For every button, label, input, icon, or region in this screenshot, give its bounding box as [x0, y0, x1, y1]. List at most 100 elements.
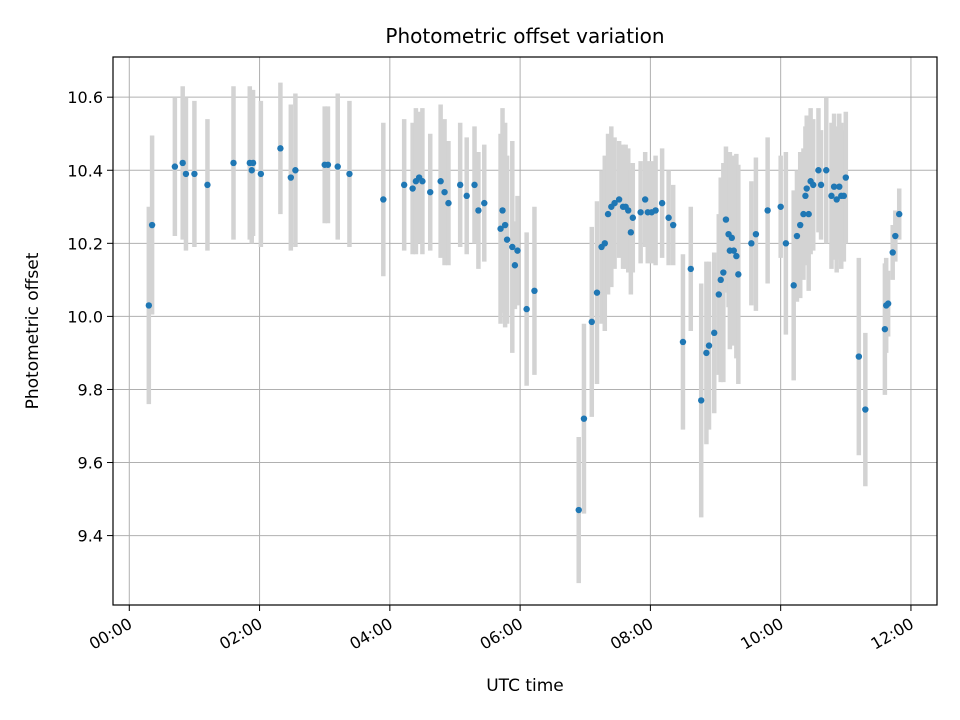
data-point [803, 185, 810, 192]
y-axis-label: Photometric offset [23, 252, 43, 409]
data-point [800, 210, 807, 218]
data-point [182, 170, 190, 178]
data-point [892, 232, 899, 240]
y-tick-label: 9.8 [78, 380, 103, 399]
data-point [748, 240, 755, 247]
data-point [629, 214, 637, 221]
plot-frame [112, 56, 938, 606]
x-axis-label: UTC time [486, 676, 564, 696]
data-point [815, 167, 822, 174]
data-point [842, 174, 850, 181]
data-point [790, 282, 797, 289]
data-point [711, 329, 718, 337]
data-point [456, 181, 464, 189]
y-tick-label: 9.6 [78, 454, 103, 473]
data-point [497, 225, 504, 232]
data-point [481, 199, 488, 207]
data-point [575, 506, 582, 514]
data-point [687, 265, 694, 273]
data-point [802, 192, 809, 200]
y-tick-label: 10.4 [67, 161, 103, 180]
data-point [427, 188, 434, 196]
data-point [833, 196, 840, 203]
data-points [145, 145, 903, 514]
data-point [615, 196, 623, 203]
data-point [884, 300, 892, 307]
data-point [249, 159, 257, 167]
data-point [720, 269, 727, 276]
data-point [248, 167, 255, 174]
data-point [499, 207, 506, 214]
data-point [514, 247, 521, 254]
data-point [715, 291, 722, 298]
data-point [733, 252, 740, 260]
data-point [862, 406, 869, 413]
data-point [627, 229, 635, 236]
data-point [437, 178, 444, 185]
data-point [287, 174, 295, 181]
data-point [324, 161, 332, 168]
data-point [703, 349, 710, 357]
data-point [889, 249, 896, 256]
data-point [611, 199, 618, 207]
data-point [679, 338, 687, 346]
data-point [705, 342, 713, 349]
data-point [257, 170, 265, 178]
data-point [728, 234, 736, 242]
data-point [641, 196, 649, 203]
data-point [817, 181, 825, 189]
data-point [171, 163, 179, 170]
data-point [652, 207, 659, 214]
data-point [230, 159, 237, 167]
data-point [836, 183, 843, 190]
y-tick-label: 10.0 [67, 307, 103, 326]
chart-title: Photometric offset variation [385, 24, 664, 48]
data-point [777, 203, 784, 210]
data-point [805, 210, 812, 218]
data-point [441, 188, 448, 196]
data-point [855, 353, 863, 360]
data-point [665, 214, 672, 221]
data-point [471, 181, 478, 189]
y-tick-label: 9.4 [78, 527, 103, 546]
data-point [292, 167, 299, 174]
data-point [823, 167, 830, 174]
data-point [717, 276, 724, 284]
data-point [400, 181, 408, 189]
data-point [797, 221, 804, 229]
data-point [881, 325, 889, 333]
data-point [179, 159, 186, 167]
data-point [145, 302, 153, 309]
data-point [409, 185, 416, 192]
data-point [148, 221, 156, 229]
data-point [782, 240, 790, 247]
data-point [830, 183, 838, 190]
data-point [625, 207, 632, 214]
data-point [204, 181, 211, 189]
data-point [191, 170, 198, 178]
data-point [419, 178, 426, 185]
data-point [463, 192, 470, 200]
data-point [580, 415, 588, 422]
data-point [840, 192, 848, 200]
data-point [793, 232, 801, 240]
data-point [735, 271, 742, 278]
y-tick-label: 10.2 [67, 234, 103, 253]
data-point [810, 181, 817, 189]
data-point [511, 262, 519, 269]
data-point [588, 318, 595, 326]
y-tick-label: 10.6 [67, 88, 103, 107]
data-point [764, 207, 771, 214]
data-point [896, 210, 903, 218]
data-point [380, 196, 387, 203]
data-point [722, 216, 730, 223]
data-point [509, 243, 516, 251]
data-point [669, 221, 677, 229]
data-point [601, 240, 608, 247]
data-point [503, 236, 511, 243]
data-point [445, 199, 452, 207]
data-point [593, 289, 601, 296]
data-point [346, 170, 353, 178]
data-point [334, 163, 341, 170]
